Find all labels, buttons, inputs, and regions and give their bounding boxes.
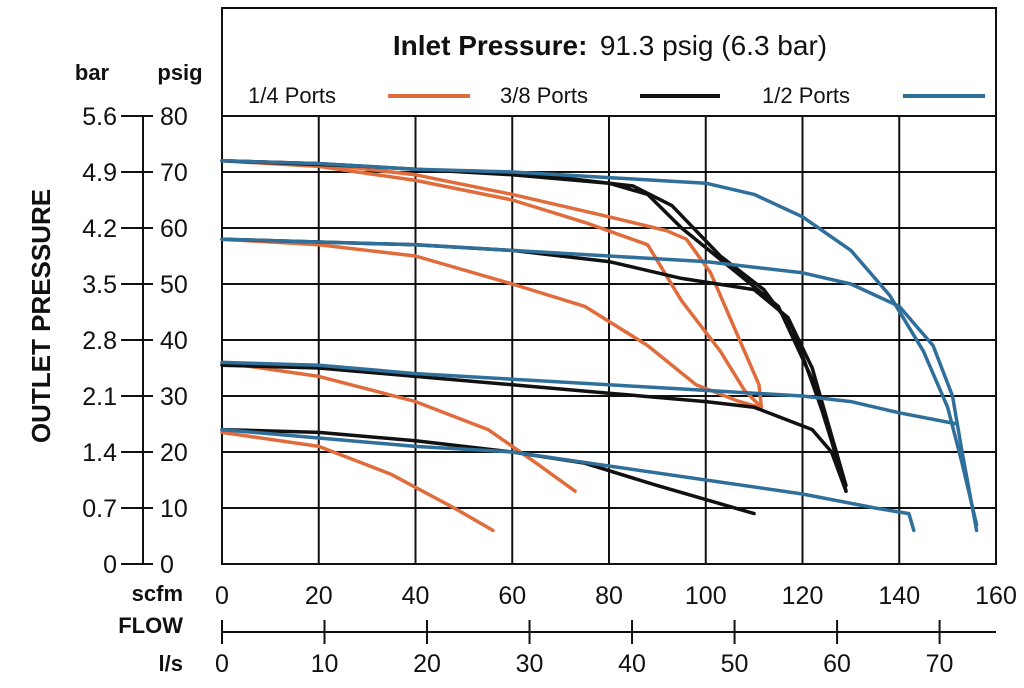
y-tick-label-bar: 2.1 bbox=[82, 383, 117, 411]
x-tick-label-scfm: 160 bbox=[975, 582, 1017, 610]
y-tick-label-bar: 0.7 bbox=[82, 495, 117, 523]
chart-legend: 1/4 Ports 3/8 Ports 1/2 Ports bbox=[248, 83, 985, 108]
series-line-11 bbox=[220, 360, 960, 426]
chart-grid bbox=[221, 115, 997, 565]
y-tick-label-psig: 80 bbox=[160, 103, 188, 131]
x-unit-primary: scfm bbox=[132, 581, 183, 606]
legend-label: 3/8 Ports bbox=[500, 83, 588, 108]
y-tick-label-bar: 1.4 bbox=[82, 439, 117, 467]
y-tick-label-psig: 20 bbox=[160, 439, 188, 467]
y-tick-label-psig: 30 bbox=[160, 383, 188, 411]
series-line-12 bbox=[220, 427, 916, 533]
y-tick-label-bar: 0 bbox=[103, 551, 117, 579]
y-tick-label-psig: 70 bbox=[160, 159, 188, 187]
x-tick-label-scfm: 20 bbox=[305, 582, 333, 610]
x-tick-label-ls: 50 bbox=[721, 650, 749, 678]
y-tick-label-bar: 5.6 bbox=[82, 103, 117, 131]
x-tick-label-scfm: 140 bbox=[878, 582, 920, 610]
chart-axes: 0 0 10 0.7 20 1.4 30 2.1 40 2.8 50 3.5 60 4.2 70 4.9 80 5… bbox=[82, 103, 1017, 678]
y-axis-label: OUTLET PRESSURE bbox=[26, 189, 56, 443]
x-tick-label-scfm: 100 bbox=[685, 582, 727, 610]
x-tick-label-scfm: 0 bbox=[215, 582, 229, 610]
x-tick-label-ls: 0 bbox=[215, 650, 229, 678]
x-tick-label-ls: 10 bbox=[311, 650, 339, 678]
x-tick-label-ls: 20 bbox=[413, 650, 441, 678]
legend-label: 1/2 Ports bbox=[762, 83, 850, 108]
chart-series bbox=[220, 159, 979, 533]
y-unit-secondary: bar bbox=[75, 60, 110, 85]
y-tick-label-psig: 40 bbox=[160, 327, 188, 355]
legend-label: 1/4 Ports bbox=[248, 83, 336, 108]
x-tick-label-ls: 60 bbox=[823, 650, 851, 678]
x-tick-label-scfm: 120 bbox=[782, 582, 824, 610]
y-tick-label-bar: 2.8 bbox=[82, 327, 117, 355]
y-tick-label-psig: 60 bbox=[160, 215, 188, 243]
x-unit-secondary: l/s bbox=[159, 651, 183, 676]
x-tick-label-scfm: 80 bbox=[595, 582, 623, 610]
x-tick-label-ls: 70 bbox=[926, 650, 954, 678]
y-tick-label-bar: 3.5 bbox=[82, 271, 117, 299]
y-tick-label-psig: 50 bbox=[160, 271, 188, 299]
y-tick-label-bar: 4.2 bbox=[82, 215, 117, 243]
series-line-1 bbox=[220, 159, 764, 409]
x-axis-label: FLOW bbox=[118, 613, 183, 638]
series-line-7 bbox=[220, 363, 848, 493]
x-tick-label-ls: 40 bbox=[618, 650, 646, 678]
y-unit-primary: psig bbox=[157, 60, 202, 85]
y-tick-label-bar: 4.9 bbox=[82, 159, 117, 187]
y-tick-label-psig: 10 bbox=[160, 495, 188, 523]
x-tick-label-scfm: 40 bbox=[402, 582, 430, 610]
x-tick-label-scfm: 60 bbox=[498, 582, 526, 610]
series-line-4 bbox=[220, 430, 495, 533]
chart-title: Inlet Pressure: 91.3 psig (6.3 bar) bbox=[393, 30, 827, 61]
series-line-2 bbox=[220, 237, 761, 409]
series-line-9 bbox=[220, 159, 979, 527]
title-value: 91.3 psig (6.3 bar) bbox=[600, 30, 827, 61]
series-line-10 bbox=[220, 237, 979, 533]
y-tick-label-psig: 0 bbox=[160, 551, 174, 579]
title-label: Inlet Pressure: bbox=[393, 30, 588, 61]
series-line-3 bbox=[220, 360, 577, 493]
x-tick-label-ls: 30 bbox=[516, 650, 544, 678]
